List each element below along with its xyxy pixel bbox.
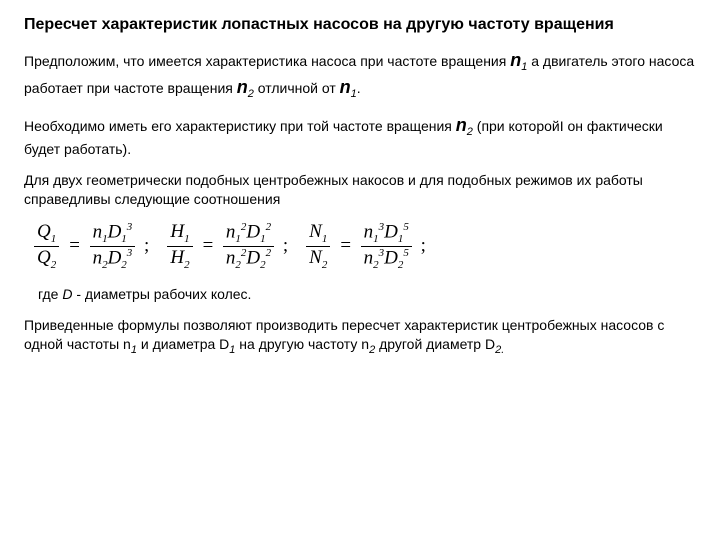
sub: 1 <box>373 233 379 245</box>
sym-H: H <box>170 221 184 242</box>
formula-row: Q1 Q2 = n1D13 n2D23 ; H1 H2 = n12D12 n22… <box>34 221 696 272</box>
where-a: где <box>38 286 62 302</box>
sup: 2 <box>266 221 272 233</box>
paragraph-1: Предположим, что имеется характеристика … <box>24 48 696 101</box>
semicolon: ; <box>283 235 288 256</box>
frac-q-rhs: n1D13 n2D23 <box>90 221 136 272</box>
sym-n: n <box>93 247 103 268</box>
sup: 3 <box>127 221 133 233</box>
frac-q-lhs: Q1 Q2 <box>34 221 59 272</box>
sym-Q: Q <box>37 221 51 242</box>
sym-D: D <box>246 221 260 242</box>
p4-c: на другую частоту n <box>235 336 369 352</box>
var-n2: n <box>237 77 248 97</box>
p4-d: другой диаметр D <box>375 336 495 352</box>
equals: = <box>68 235 81 256</box>
p1-text-d: . <box>357 80 361 96</box>
sym-n: n <box>226 247 236 268</box>
sym-D: D <box>108 221 122 242</box>
sub: 2 <box>260 259 266 271</box>
where-clause: где D - диаметры рабочих колес. <box>38 286 696 302</box>
sup: 5 <box>403 221 409 233</box>
sym-n: n <box>226 221 236 242</box>
var-n2b: n <box>456 115 467 135</box>
document-page: Пересчет характеристик лопастных насосов… <box>0 0 720 379</box>
sym-D: D <box>108 247 122 268</box>
sub: 2 <box>121 259 127 271</box>
sub: 1 <box>184 233 190 245</box>
sym-N: N <box>309 247 322 268</box>
sym-D: D <box>384 221 398 242</box>
sub: 1 <box>51 233 57 245</box>
equals: = <box>339 235 352 256</box>
equals: = <box>201 235 214 256</box>
var-n1: n <box>510 50 521 70</box>
sub: 1 <box>121 233 127 245</box>
frac-n-lhs: N1 N2 <box>306 221 330 272</box>
sym-n: n <box>364 247 374 268</box>
sub: 1 <box>398 233 404 245</box>
sub: 2 <box>51 259 57 271</box>
p1-text-c: отличной от <box>254 80 340 96</box>
p2-text-a: Необходимо иметь его характеристику при … <box>24 118 456 134</box>
sup: 3 <box>127 247 133 259</box>
var-n1b: n <box>340 77 351 97</box>
semicolon: ; <box>144 235 149 256</box>
paragraph-4: Приведенные формулы позволяют производит… <box>24 316 696 358</box>
sym-Q: Q <box>37 247 51 268</box>
frac-n-rhs: n13D15 n23D25 <box>361 221 412 272</box>
sym-D: D <box>246 247 260 268</box>
where-b: - диаметры рабочих колес. <box>72 286 251 302</box>
sym-n: n <box>93 221 103 242</box>
p4-b: и диаметра D <box>137 336 229 352</box>
sub: 1 <box>322 233 328 245</box>
formula-n: N1 N2 = n13D15 n23D25 ; <box>306 221 426 272</box>
sub: 2 <box>322 259 328 271</box>
sub: 1 <box>260 233 266 245</box>
sym-n: n <box>364 221 374 242</box>
sym-D: D <box>384 247 398 268</box>
sub-2d: 2. <box>495 344 504 356</box>
frac-h-lhs: H1 H2 <box>167 221 192 272</box>
semicolon: ; <box>421 235 426 256</box>
frac-h-rhs: n12D12 n22D22 <box>223 221 274 272</box>
sub: 2 <box>373 259 379 271</box>
sym-H: H <box>170 247 184 268</box>
paragraph-3: Для двух геометрически подобных центробе… <box>24 171 696 209</box>
sub: 2 <box>398 259 404 271</box>
sym-N: N <box>309 221 322 242</box>
sup: 5 <box>403 247 409 259</box>
sub: 2 <box>184 259 190 271</box>
sub: 2 <box>235 259 241 271</box>
page-title: Пересчет характеристик лопастных насосов… <box>24 16 696 34</box>
sup: 2 <box>266 247 272 259</box>
p1-text-a: Предположим, что имеется характеристика … <box>24 53 510 69</box>
paragraph-2: Необходимо иметь его характеристику при … <box>24 113 696 159</box>
var-D: D <box>62 286 72 302</box>
formula-h: H1 H2 = n12D12 n22D22 ; <box>167 221 288 272</box>
formula-q: Q1 Q2 = n1D13 n2D23 ; <box>34 221 149 272</box>
sub: 1 <box>235 233 241 245</box>
